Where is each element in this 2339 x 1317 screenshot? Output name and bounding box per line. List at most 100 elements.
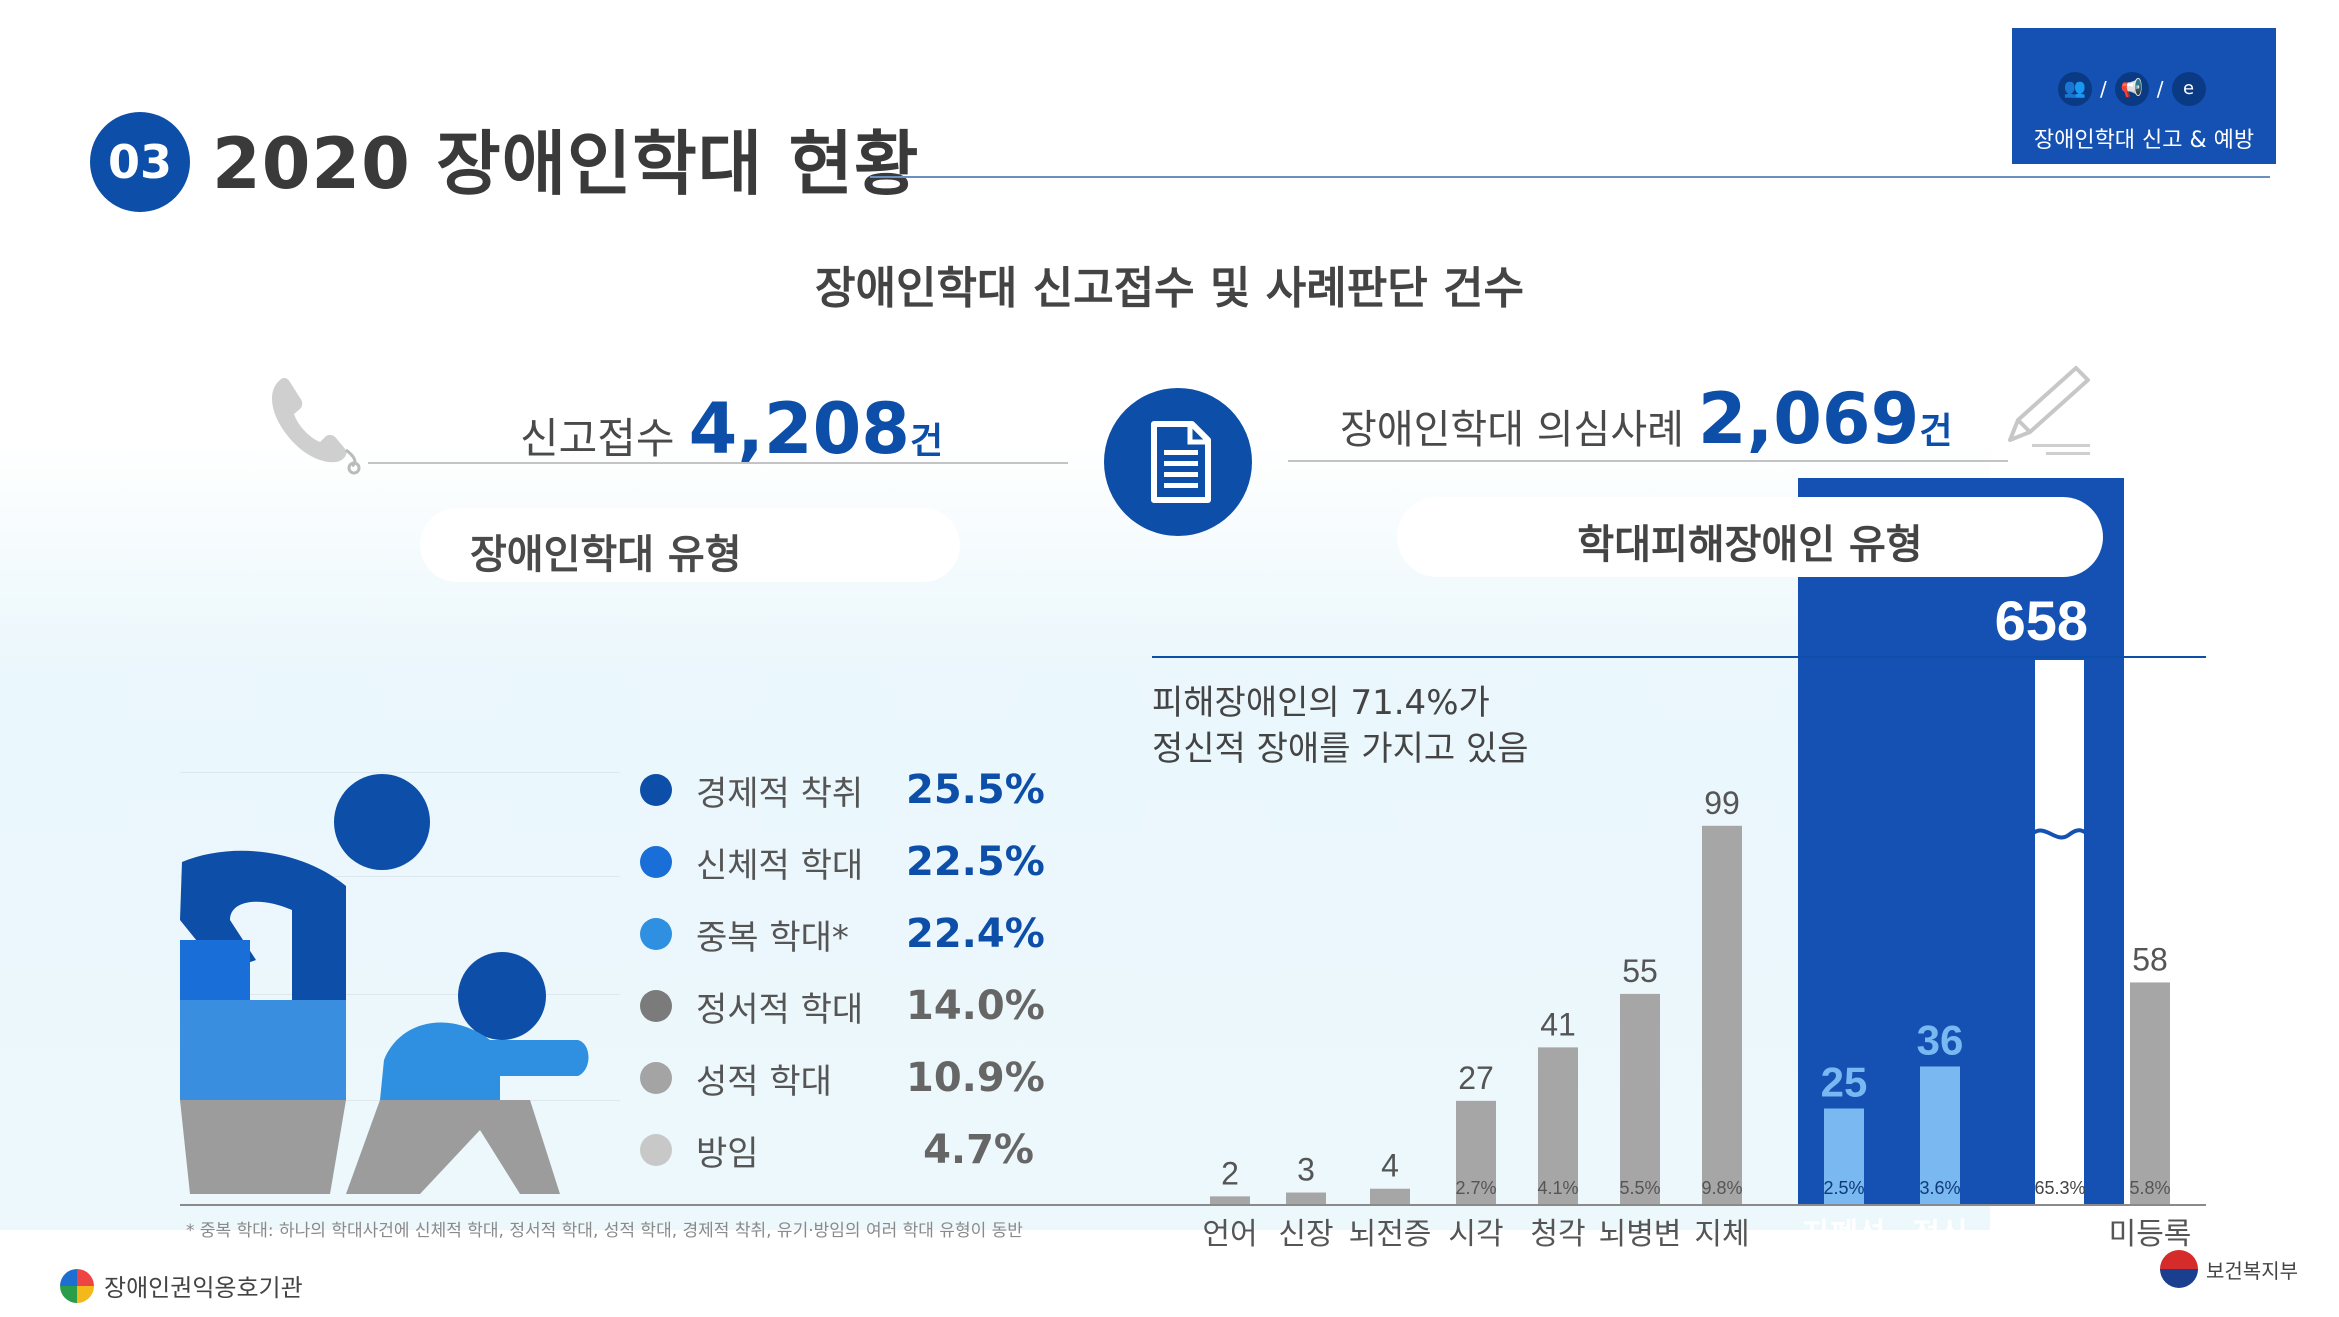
reports-value: 4,208 <box>688 388 910 470</box>
bar <box>1538 1047 1578 1204</box>
figure-body-right-top <box>380 1022 589 1100</box>
legend-percent: 10.9% <box>906 1055 1045 1101</box>
category-label: 자폐성 <box>1803 1218 1886 1251</box>
category-label: 언어 <box>1202 1218 1257 1251</box>
category-label: 미등록 <box>2109 1218 2192 1251</box>
legend-dot <box>640 1062 672 1094</box>
legend-label: 성적 학대 <box>696 1061 832 1102</box>
people-illustration <box>180 772 620 1194</box>
legend-label: 경제적 착취 <box>696 773 864 814</box>
annotation-line-1: 피해장애인의 71.4%가 <box>1152 683 1490 723</box>
reports-unit: 건 <box>909 421 944 462</box>
legend-item: 경제적 착취 25.5% <box>640 760 1045 820</box>
legend-item: 성적 학대 10.9% <box>640 1048 1045 1108</box>
legend-percent: 14.0% <box>906 983 1045 1029</box>
annotation-line-2: 정신적 장애를 가지고 있음 <box>1152 729 1529 769</box>
legend-dot <box>640 990 672 1022</box>
legend-percent: 22.4% <box>906 911 1045 957</box>
bar <box>1702 825 1742 1204</box>
people-icon: 👥 <box>2058 72 2092 106</box>
bar <box>1920 1066 1960 1204</box>
corner-label: 장애인학대 신고 & 예방 <box>2033 128 2255 153</box>
bar-value-label: 27 <box>1458 1060 1494 1096</box>
bar-value-label: 4 <box>1381 1148 1399 1184</box>
legend-percent: 25.5% <box>906 767 1045 813</box>
category-label: 지체 <box>1694 1218 1749 1251</box>
suspected-value: 2,069 <box>1697 378 1920 460</box>
bar-percent-label: 5.8% <box>2129 1178 2170 1198</box>
reports-count: 신고접수 4,208건 <box>520 388 943 470</box>
figure-head-right <box>458 952 546 1040</box>
category-label: 뇌병변 <box>1599 1218 1682 1251</box>
chart-annotation: 피해장애인의 71.4%가 정신적 장애를 가지고 있음 <box>1152 680 1529 772</box>
legend-item: 신체적 학대 22.5% <box>640 832 1045 892</box>
abuse-types-heading: 장애인학대 유형 <box>470 532 742 578</box>
bar <box>1210 1196 1250 1204</box>
subtitle: 장애인학대 신고접수 및 사례판단 건수 <box>815 263 1524 314</box>
bar-value-label-highlight: 658 <box>1995 589 2088 652</box>
victim-types-heading: 학대피해장애인 유형 <box>1577 522 1923 568</box>
bar-value-label: 55 <box>1622 953 1658 989</box>
bar <box>1370 1188 1410 1204</box>
bar <box>1620 993 1660 1204</box>
category-label: 지적 <box>2032 1218 2087 1251</box>
title-divider <box>870 176 2270 178</box>
bars-layer: 2 언어 3 신장 4 뇌전증 27 2.7% 시각 41 4.1% 청각 55 5.5% 뇌병변 99 9.8… <box>1202 785 2191 1251</box>
legend-dot <box>640 846 672 878</box>
footnote: * 중복 학대: 하나의 학대사건에 신체적 학대, 정서적 학대, 성적 학대… <box>186 1221 1023 1241</box>
suspected-unit: 건 <box>1919 411 1953 452</box>
legend-item: 방임 4.7% <box>640 1120 1034 1180</box>
bar <box>2130 982 2170 1204</box>
org-left-logo: 장애인권익옹호기관 <box>60 1268 303 1303</box>
corner-category-box: 👥 / 📢 / e 장애인학대 신고 & 예방 <box>2012 28 2276 164</box>
suspected-underline <box>1288 460 2008 462</box>
alert-icon: e <box>2171 72 2206 106</box>
megaphone-icon: 📢 <box>2114 72 2149 106</box>
org-left-name: 장애인권익옹호기관 <box>104 1274 303 1302</box>
page-title: 2020 장애인학대 현황 <box>212 123 920 205</box>
org-right-name: 보건복지부 <box>2206 1258 2298 1283</box>
bar-percent-label: 65.3% <box>2034 1178 2085 1198</box>
x-axis-line <box>180 1204 2206 1206</box>
org-right-icon <box>2160 1250 2198 1288</box>
legend-label: 정서적 학대 <box>696 989 864 1030</box>
legend-percent: 4.7% <box>923 1127 1034 1173</box>
legend-label: 방임 <box>696 1133 759 1174</box>
legend-dot <box>640 774 672 806</box>
bar-percent-label: 9.8% <box>1701 1178 1742 1198</box>
bar-percent-label: 5.5% <box>1619 1178 1660 1198</box>
figure-head-left <box>334 774 430 870</box>
category-label: 뇌전증 <box>1349 1218 1432 1251</box>
reports-underline <box>368 462 1068 464</box>
document-icon <box>1104 388 1252 536</box>
bar <box>1456 1100 1496 1204</box>
bar-value-label: 99 <box>1704 785 1740 821</box>
document-glyph <box>1151 421 1211 503</box>
legend-percent: 22.5% <box>906 839 1045 885</box>
category-label: 정신 <box>1912 1218 1967 1251</box>
bar-value-label: 25 <box>1821 1059 1868 1106</box>
category-label: 시각 <box>1448 1218 1503 1251</box>
legend-dot <box>640 1134 672 1166</box>
figure-body-left-bottom <box>180 1100 346 1194</box>
illustration-gridline <box>180 772 620 773</box>
category-label: 청각 <box>1530 1218 1585 1251</box>
org-left-icon <box>60 1268 94 1303</box>
figure-body-right-bottom <box>346 1100 560 1194</box>
victim-types-pill <box>1400 500 2100 574</box>
bar <box>1824 1108 1864 1204</box>
bar-value-label: 3 <box>1297 1152 1315 1188</box>
bar <box>1286 1192 1326 1204</box>
section-number-badge: 03 <box>90 112 190 212</box>
bar-value-label: 41 <box>1540 1006 1576 1042</box>
legend-label: 중복 학대* <box>696 917 849 958</box>
axis-break-mark <box>2030 828 2090 840</box>
reports-label: 신고접수 <box>520 414 675 463</box>
bar-value-label: 2 <box>1221 1155 1239 1191</box>
legend-item: 중복 학대* 22.4% <box>640 904 1045 964</box>
phone-icon <box>272 377 361 475</box>
bar-percent-label: 3.6% <box>1919 1178 1960 1198</box>
bar-percent-label: 2.7% <box>1455 1178 1496 1198</box>
bar-percent-label: 2.5% <box>1823 1178 1864 1198</box>
suspected-cases-count: 장애인학대 의심사례 2,069건 <box>1340 378 1952 460</box>
